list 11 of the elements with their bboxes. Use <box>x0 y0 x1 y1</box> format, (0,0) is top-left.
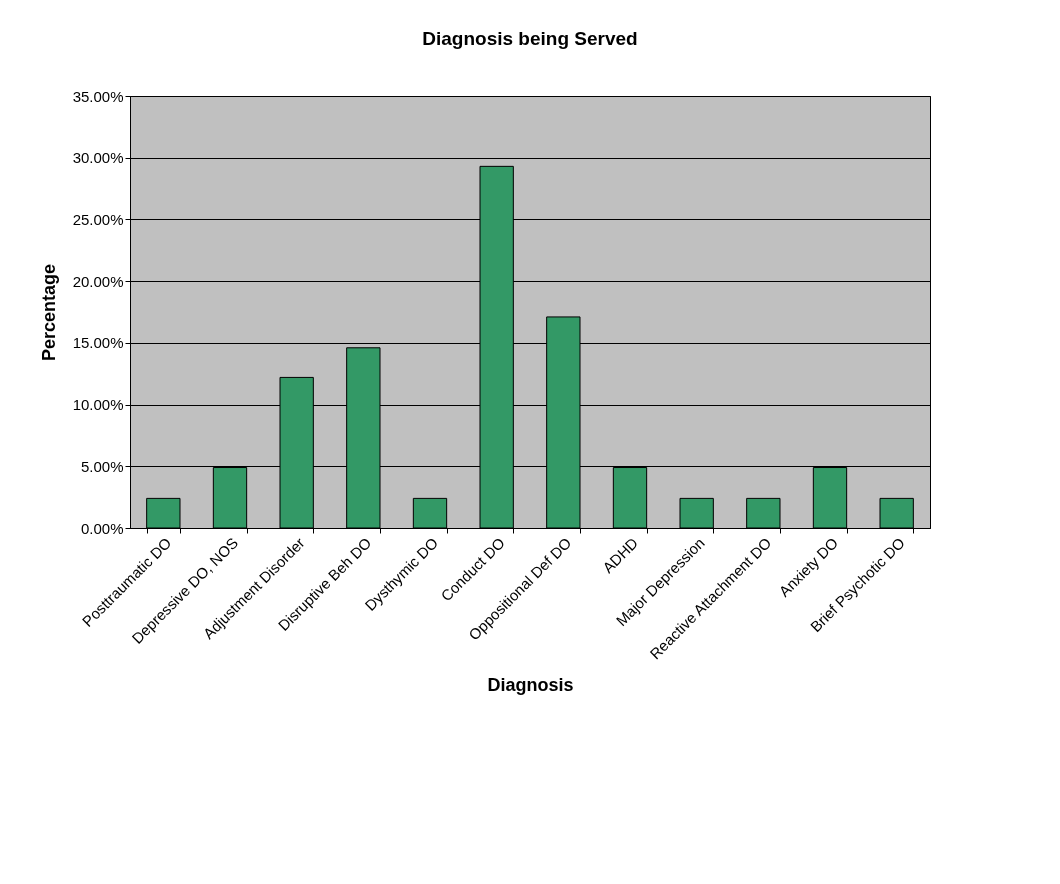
y-tick-label: 20.00% <box>72 272 124 290</box>
y-tick-label: 35.00% <box>72 87 124 105</box>
y-tick-label: 0.00% <box>80 519 124 537</box>
y-tick-label: 5.00% <box>80 457 124 475</box>
y-axis-title: Percentage <box>38 263 59 362</box>
y-tick-label: 30.00% <box>72 149 124 167</box>
y-tick-label: 10.00% <box>72 396 124 414</box>
x-axis-title: Diagnosis <box>487 674 574 695</box>
y-tick-label: 15.00% <box>72 334 124 352</box>
y-tick-label: 25.00% <box>72 210 124 228</box>
chart-title: Diagnosis being Served <box>422 28 638 49</box>
